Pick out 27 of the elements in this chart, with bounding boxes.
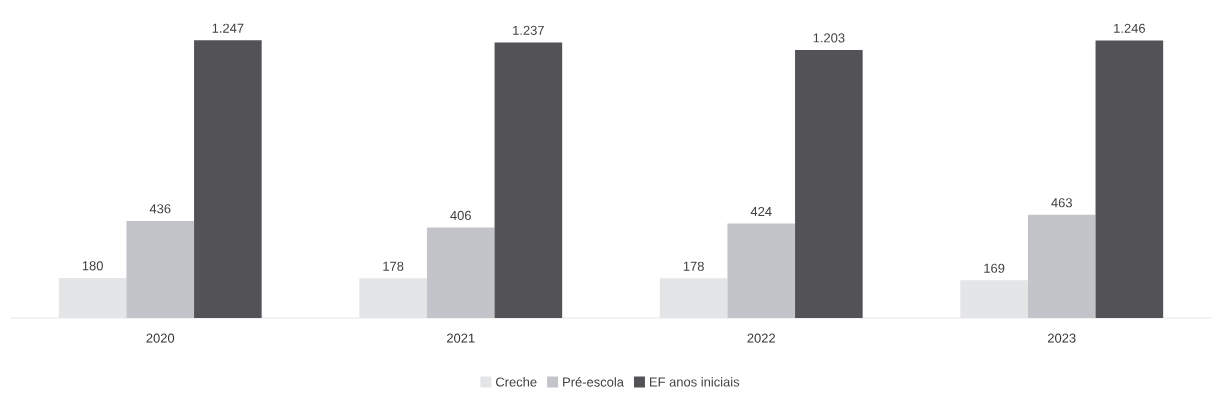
legend-label: Creche (495, 377, 537, 387)
data-label: 1.246 (1114, 23, 1145, 33)
data-label: 1.247 (212, 23, 244, 33)
data-label: 180 (82, 261, 103, 271)
bar (194, 40, 262, 318)
data-label: 178 (683, 261, 704, 271)
x-tick-label: 2021 (447, 333, 475, 343)
legend-label: Pré-escola (563, 376, 624, 387)
data-label: 463 (1051, 198, 1072, 208)
bar (659, 278, 728, 318)
x-tick-label: 2022 (747, 333, 775, 343)
data-label: 1.237 (513, 25, 544, 35)
data-label: 169 (984, 263, 1005, 273)
bar (960, 280, 1028, 318)
bar (359, 278, 427, 318)
bar (1095, 40, 1164, 318)
data-label: 424 (750, 206, 772, 217)
data-label: 178 (383, 261, 404, 271)
x-tick-label: 2023 (1047, 333, 1076, 343)
x-tick-label: 2020 (146, 333, 175, 343)
legend-label: EF anos iniciais (650, 377, 740, 387)
data-label: 406 (450, 210, 471, 221)
data-label: 436 (149, 204, 171, 214)
bar (795, 50, 863, 318)
bar (58, 277, 127, 318)
bar (494, 42, 563, 318)
data-label: 1.203 (813, 33, 845, 43)
